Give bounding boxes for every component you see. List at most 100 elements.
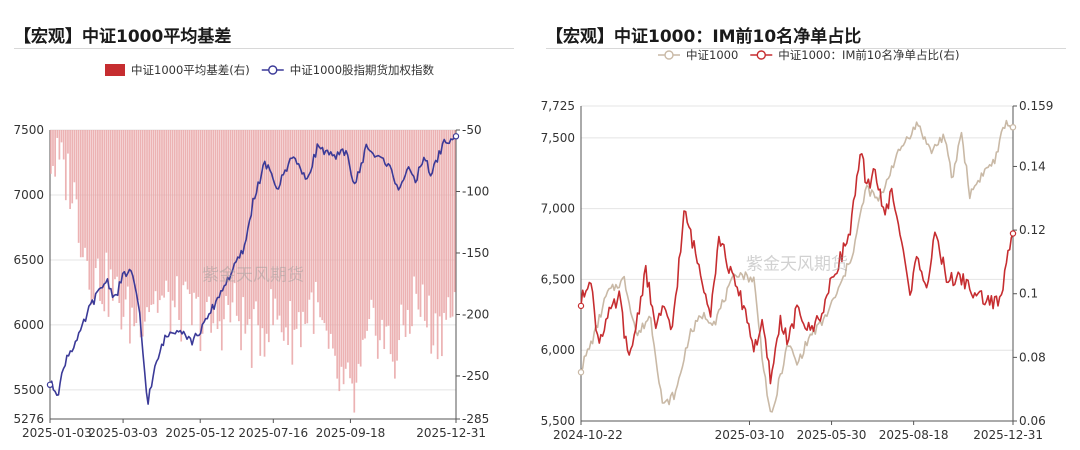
basis-bar [124, 130, 127, 300]
basis-bar [329, 130, 332, 334]
basis-bar [135, 130, 138, 324]
watermark: 紫金天风期货 [746, 255, 848, 275]
basis-bar [235, 130, 238, 316]
basis-bar [227, 130, 230, 305]
basis-bar [344, 130, 347, 369]
basis-bar [255, 130, 257, 302]
basis-bar [94, 130, 97, 269]
basis-bar [240, 130, 242, 351]
basis-bar [212, 130, 215, 324]
x-axis-tick: 2025-03-03 [88, 426, 158, 440]
basis-bar [438, 130, 441, 317]
basis-bar [451, 130, 454, 317]
basis-bar [353, 130, 356, 413]
basis-bar [208, 130, 210, 297]
basis-bar [165, 130, 168, 281]
basis-bar [389, 130, 392, 355]
basis-bar [445, 130, 448, 320]
basis-bar [295, 130, 298, 329]
basis-bar [90, 130, 93, 305]
basis-bar [218, 130, 221, 322]
basis-chart-panel: 【宏观】中证1000平均基差 中证1000平均基差(右) 中证1000股指期货加权… [0, 0, 530, 450]
basis-bar [86, 130, 89, 261]
basis-bar [139, 130, 142, 338]
basis-bar [430, 130, 433, 354]
right-axis-tick: -200 [462, 307, 489, 321]
basis-bar [306, 130, 309, 324]
basis-bar [103, 130, 106, 312]
basis-bar [342, 130, 345, 385]
basis-bar [248, 130, 251, 320]
basis-bar [111, 130, 114, 301]
basis-bar [225, 130, 227, 296]
basis-bar [436, 130, 439, 360]
title-divider [546, 48, 1066, 49]
basis-bar [169, 130, 172, 334]
right-axis-tick: -285 [462, 412, 489, 426]
x-axis-tick: 2025-05-30 [797, 428, 867, 442]
basis-bar [385, 130, 388, 327]
basis-bar [161, 130, 163, 296]
basis-bar [173, 130, 176, 308]
net-position-chart: 中证1000 中证1000：IM前10名净单占比(右) 7,725 7,500 7,00… [541, 48, 1054, 442]
x-axis-tick: 2024-10-22 [553, 428, 623, 442]
legend-marker [664, 50, 674, 60]
basis-bar [319, 130, 321, 318]
x-axis-tick: 2025-05-12 [165, 426, 235, 440]
basis-bar [114, 130, 116, 280]
basis-bar [265, 130, 268, 334]
basis-bar [276, 130, 279, 320]
basis-bar [398, 130, 401, 341]
basis-bar [88, 130, 91, 290]
right-axis-tick: 0.06 [1019, 414, 1046, 428]
basis-bar [73, 130, 76, 183]
basis-bar [131, 130, 133, 308]
basis-bar [272, 130, 274, 326]
basis-bar [184, 130, 187, 282]
legend-label: 中证1000：IM前10名净单占比(右) [778, 48, 959, 62]
basis-bar [186, 130, 189, 290]
basis-bar [317, 130, 319, 303]
basis-bar [223, 130, 225, 320]
basis-bar [182, 130, 185, 286]
basis-bar [69, 130, 71, 210]
basis-bar [441, 130, 443, 357]
basis-bar [355, 130, 358, 383]
basis-bar [351, 130, 354, 384]
right-axis-tick: -100 [462, 184, 489, 198]
basis-chart: 中证1000平均基差(右) 中证1000股指期货加权指数 7500 7000 6500 6… [13, 63, 489, 440]
right-axis-tick: -250 [462, 369, 489, 383]
basis-bar [118, 130, 121, 303]
basis-bar [408, 130, 411, 334]
basis-bar [50, 130, 52, 174]
basis-bar [171, 130, 174, 301]
chart-title: 【宏观】中证1000：IM前10名净单占比 [546, 27, 862, 47]
basis-bar [357, 130, 360, 364]
basis-bar [129, 130, 131, 344]
x-axis-tick: 2025-08-18 [879, 428, 949, 442]
basis-bar [336, 130, 339, 379]
basis-bar [411, 130, 413, 327]
basis-bar [101, 130, 103, 305]
basis-bar [300, 130, 302, 348]
right-axis-tick: 0.08 [1019, 350, 1046, 364]
basis-bar [163, 130, 165, 298]
basis-bar [64, 130, 67, 201]
basis-bar [178, 130, 180, 320]
basis-bar [238, 130, 240, 322]
basis-bar [167, 130, 170, 292]
basis-bar [205, 130, 208, 303]
right-axis-tick: 0.12 [1019, 223, 1046, 237]
basis-bar [60, 130, 63, 143]
net-position-chart-panel: 【宏观】中证1000：IM前10名净单占比 中证1000 中证1000：IM前10… [540, 0, 1080, 450]
basis-bar [308, 130, 311, 300]
basis-bar [75, 130, 78, 200]
basis-bar [338, 130, 341, 392]
basis-bar [242, 130, 245, 298]
left-axis-tick: 7,000 [541, 202, 575, 216]
basis-bar [302, 130, 304, 312]
basis-bar [387, 130, 390, 326]
basis-bar [270, 130, 272, 290]
basis-bar [84, 130, 86, 248]
series-marker [1009, 123, 1017, 131]
